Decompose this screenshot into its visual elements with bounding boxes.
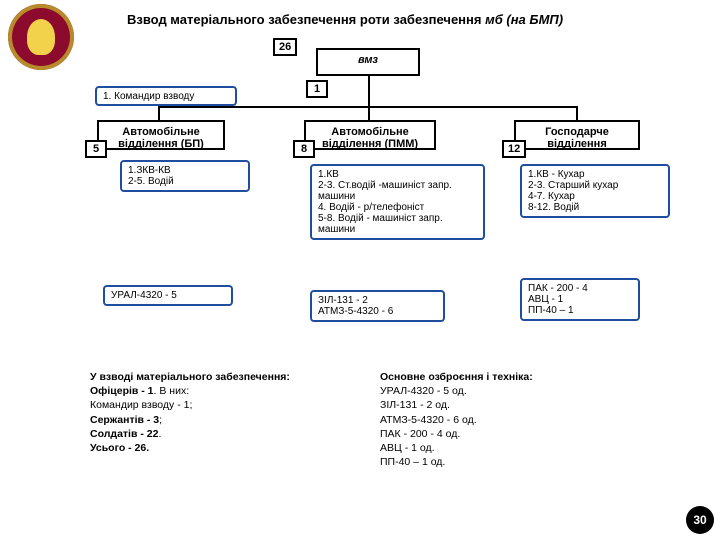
dept-staff: 1.ЗКВ-КВ2-5. Водій [120, 160, 250, 192]
dept-equip: ПАК - 200 - 4АВЦ - 1ПП-40 – 1 [520, 278, 640, 321]
dept-count: 12 [502, 140, 526, 158]
emblem [8, 4, 74, 70]
dept-count: 8 [293, 140, 315, 158]
title-suffix: мб (на БМП) [485, 12, 563, 27]
root-box: вмз [316, 48, 420, 76]
conn-r-down [576, 106, 578, 120]
slide-number-val: 30 [693, 513, 706, 527]
root-label: вмз [358, 54, 378, 66]
conn-m-down [368, 106, 370, 120]
conn-l-down [158, 106, 160, 120]
title-main: Взвод матеріального забезпечення роти за… [127, 12, 485, 27]
conn-main-down [368, 76, 370, 106]
commander-box: 1. Командир взводу [95, 86, 237, 106]
dept-equip: ЗІЛ-131 - 2АТМЗ-5-4320 - 6 [310, 290, 445, 322]
commander-label: 1. Командир взводу [103, 91, 194, 102]
dept-count: 5 [85, 140, 107, 158]
summary-left: У взводі матеріального забезпечення:Офіц… [90, 370, 340, 455]
dept-box: Автомобільне відділення (ПММ) [304, 120, 436, 150]
summary-right: Основне озброєння і техніка:УРАЛ-4320 - … [380, 370, 620, 469]
slide-number: 30 [686, 506, 714, 534]
dept-box: Автомобільне відділення (БП) [97, 120, 225, 150]
dept-equip: УРАЛ-4320 - 5 [103, 285, 233, 306]
root-count: 26 [273, 38, 297, 56]
dept-staff: 1.КВ2-3. Ст.водій -машиніст запр. машини… [310, 164, 485, 240]
dept-staff: 1.КВ - Кухар2-3. Старший кухар4-7. Кухар… [520, 164, 670, 218]
root-sub-count: 1 [306, 80, 328, 98]
dept-box: Господарче відділення [514, 120, 640, 150]
page-title: Взвод матеріального забезпечення роти за… [127, 12, 563, 27]
